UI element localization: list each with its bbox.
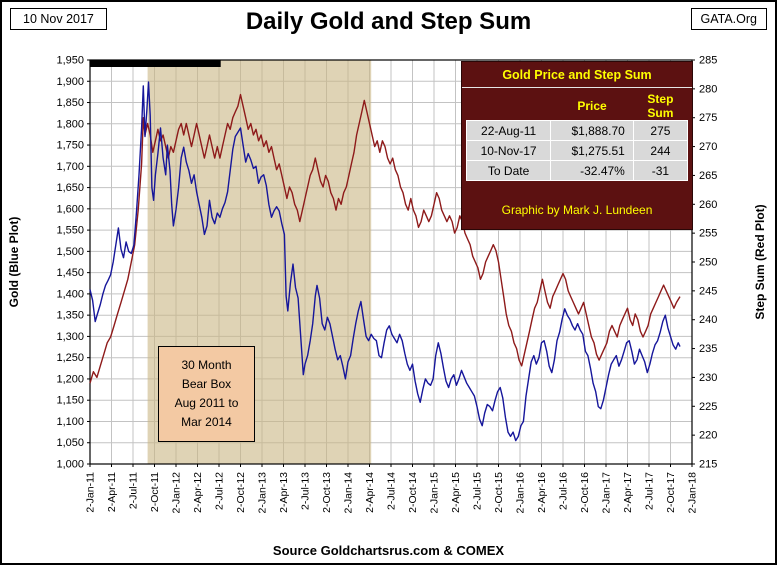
y-left-tick-label: 1,400 xyxy=(56,288,84,300)
y-right-axis-title: Step Sum (Red Plot) xyxy=(753,204,767,319)
x-tick-label: 2-Jan-17 xyxy=(601,472,613,514)
x-tick-label: 2-Jul-13 xyxy=(300,472,312,510)
source-caption: Source Goldchartsrus.com & COMEX xyxy=(272,543,505,558)
y-left-tick-label: 1,600 xyxy=(56,203,84,215)
y-right-tick-label: 230 xyxy=(699,372,717,384)
y-left-tick-label: 1,850 xyxy=(56,97,84,109)
x-tick-label: 2-Oct-11 xyxy=(149,472,161,512)
x-tick-label: 2-Oct-13 xyxy=(321,472,333,513)
summary-table-title: Gold Price and Step Sum xyxy=(462,62,692,88)
x-tick-label: 2-Apr-11 xyxy=(106,472,118,512)
x-tick-label: 2-Apr-16 xyxy=(536,472,548,513)
summary-col-stepsum: Step Sum xyxy=(647,92,674,120)
summary-cell-price: $1,275.51 xyxy=(550,140,634,161)
x-tick-label: 2-Jul-14 xyxy=(386,472,398,510)
summary-table-grid: Price Step Sum 22-Aug-11 $1,888.70 275 1… xyxy=(465,92,689,181)
y-right-tick-label: 235 xyxy=(699,343,717,355)
y-left-tick-label: 1,750 xyxy=(56,140,84,152)
x-tick-label: 2-Jul-12 xyxy=(214,472,226,510)
y-right-tick-label: 255 xyxy=(699,228,717,240)
x-tick-label: 2-Oct-16 xyxy=(579,472,591,513)
y-right-tick-label: 285 xyxy=(699,55,717,67)
y-right-tick-label: 220 xyxy=(699,430,717,442)
y-right-tick-label: 225 xyxy=(699,401,717,413)
y-right-tick-label: 280 xyxy=(699,83,717,95)
y-right-tick-label: 215 xyxy=(699,459,717,471)
y-left-tick-label: 1,050 xyxy=(56,437,84,449)
series-line-gold xyxy=(89,81,681,442)
x-tick-label: 2-Jan-11 xyxy=(85,472,97,513)
x-tick-label: 2-Jan-12 xyxy=(171,472,183,514)
y-left-tick-label: 1,500 xyxy=(56,246,84,258)
y-left-tick-label: 1,650 xyxy=(56,182,84,194)
summary-cell-stepsum: 275 xyxy=(632,120,689,141)
bear-box-annotation-line: 30 Month xyxy=(181,357,232,372)
bear-box-annotation-line: Bear Box xyxy=(181,376,232,391)
x-tick-label: 2-Apr-13 xyxy=(278,472,290,513)
y-right-tick-label: 250 xyxy=(699,257,717,269)
y-left-tick-label: 1,700 xyxy=(56,161,84,173)
date-box: 10 Nov 2017 xyxy=(10,8,107,30)
x-tick-label: 2-Oct-14 xyxy=(407,472,419,513)
x-tick-label: 2-Apr-15 xyxy=(450,472,462,513)
y-left-tick-label: 1,100 xyxy=(56,416,84,428)
x-tick-label: 2-Jan-18 xyxy=(687,472,699,514)
x-tick-label: 2-Jul-11 xyxy=(128,472,140,509)
table-row: To Date -32.47% -31 xyxy=(465,160,689,181)
y-left-tick-label: 1,250 xyxy=(56,352,84,364)
bear-box-annotation-line: Aug 2011 to xyxy=(174,396,239,410)
x-tick-label: 2-Jul-16 xyxy=(558,472,570,510)
summary-cell-price: -32.47% xyxy=(550,160,634,181)
y-right-tick-label: 260 xyxy=(699,199,717,211)
bear-box-annotation-line: Mar 2014 xyxy=(181,415,232,430)
x-tick-label: 2-Apr-14 xyxy=(364,472,376,513)
x-tick-label: 2-Oct-12 xyxy=(235,472,247,513)
y-left-axis-title: Gold (Blue Plot) xyxy=(7,217,21,308)
y-left-tick-label: 1,450 xyxy=(56,267,84,279)
series-line-stepsum xyxy=(89,93,681,384)
summary-cell-date: 10-Nov-17 xyxy=(465,140,552,161)
y-right-tick-label: 240 xyxy=(699,314,717,326)
summary-cell-stepsum: 244 xyxy=(632,140,689,161)
y-left-tick-label: 1,150 xyxy=(56,395,84,407)
summary-table: Gold Price and Step Sum Price Step Sum 2… xyxy=(461,61,693,230)
summary-col-price: Price xyxy=(577,99,607,113)
credit-line: Graphic by Mark J. Lundeen xyxy=(501,203,653,217)
x-tick-label: 2-Oct-15 xyxy=(493,472,505,513)
summary-header-row: Price Step Sum xyxy=(467,92,688,121)
y-right-tick-label: 270 xyxy=(699,141,717,153)
x-tick-label: 2-Oct-17 xyxy=(665,472,677,513)
y-right-tick-label: 275 xyxy=(699,112,717,124)
y-right-tick-label: 245 xyxy=(699,285,717,297)
y-left-tick-label: 1,000 xyxy=(56,459,84,471)
table-row: 10-Nov-17 $1,275.51 244 xyxy=(465,140,689,161)
top-black-bar xyxy=(90,60,221,67)
summary-col-blank xyxy=(467,92,551,121)
summary-cell-date: To Date xyxy=(465,160,552,181)
y-left-tick-label: 1,950 xyxy=(56,55,84,67)
table-row: 22-Aug-11 $1,888.70 275 xyxy=(465,120,689,141)
x-tick-label: 2-Jul-15 xyxy=(472,472,484,510)
summary-cell-price: $1,888.70 xyxy=(550,120,634,141)
x-tick-label: 2-Jan-15 xyxy=(429,472,441,514)
gata-org-box: GATA.Org xyxy=(690,8,767,30)
x-tick-label: 2-Jan-14 xyxy=(343,472,355,514)
y-left-tick-label: 1,300 xyxy=(56,331,84,343)
x-tick-label: 2-Apr-17 xyxy=(622,472,634,513)
x-tick-label: 2-Jan-13 xyxy=(257,472,269,514)
summary-cell-stepsum: -31 xyxy=(632,160,689,181)
y-left-tick-label: 1,550 xyxy=(56,225,84,237)
y-left-tick-label: 1,350 xyxy=(56,310,84,322)
x-tick-label: 2-Jan-16 xyxy=(515,472,527,514)
y-left-tick-label: 1,800 xyxy=(56,118,84,130)
bear-box-annotation: 30 Month Bear Box Aug 2011 to Mar 2014 xyxy=(158,346,255,442)
y-left-tick-label: 1,200 xyxy=(56,373,84,385)
x-tick-label: 2-Jul-17 xyxy=(644,472,656,510)
y-left-tick-label: 1,900 xyxy=(56,76,84,88)
summary-cell-date: 22-Aug-11 xyxy=(465,120,552,141)
x-tick-label: 2-Apr-12 xyxy=(192,472,204,513)
page-title: Daily Gold and Step Sum xyxy=(245,8,532,35)
y-right-tick-label: 265 xyxy=(699,170,717,182)
